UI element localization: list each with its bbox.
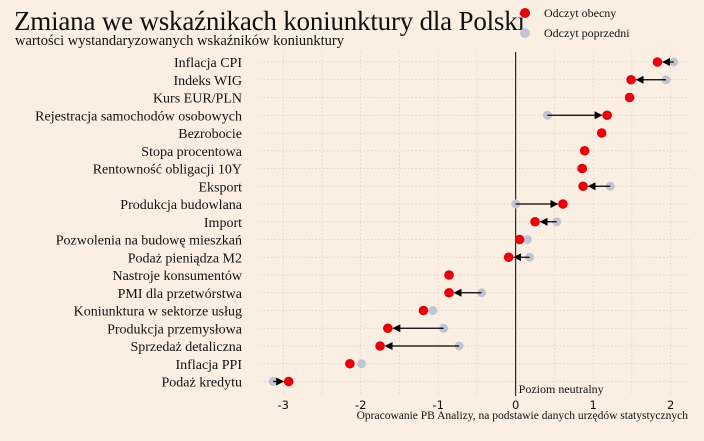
point-current: [418, 305, 429, 316]
category-label: Sprzedaż detaliczna: [130, 340, 242, 355]
category-label: Koniunktura w sektorze usług: [74, 305, 242, 320]
point-previous: [522, 235, 532, 244]
category-label: Stopa procentowa: [141, 145, 242, 160]
point-current: [626, 74, 636, 85]
point-current: [596, 128, 607, 138]
x-tick-label: -2: [355, 398, 366, 412]
legend-swatch-current: [520, 8, 530, 18]
point-current: [503, 252, 514, 263]
point-current: [444, 287, 454, 298]
category-label: Podaż pieniądza M2: [128, 251, 242, 266]
point-current: [345, 358, 355, 369]
category-label: Inflacja PPI: [176, 358, 243, 373]
category-label: Eksport: [198, 180, 242, 195]
x-axis-ticks: -3 -2 -1 0 1 2: [278, 398, 675, 412]
point-previous: [428, 306, 438, 315]
category-label: Pozwolenia na budowę mieszkań: [56, 234, 242, 249]
x-tick-label: 1: [589, 398, 596, 412]
chart-subtitle: wartości wystandaryzowanych wskaźników k…: [15, 33, 344, 49]
category-label: Podaż kredytu: [162, 376, 242, 391]
point-current: [652, 57, 663, 67]
point-current: [383, 323, 393, 334]
point-current: [602, 110, 612, 121]
point-current: [283, 376, 294, 387]
chart-title: Zmiana we wskaźnikach koniunktury dla Po…: [14, 6, 525, 36]
point-current: [577, 163, 588, 174]
point-current: [579, 145, 590, 156]
category-label: Inflacja CPI: [174, 56, 242, 71]
legend-label-current: Odczyt obecny: [544, 5, 617, 20]
category-label: Rentowność obligacji 10Y: [93, 163, 242, 178]
point-current: [375, 341, 385, 351]
category-label: Bezrobocie: [178, 127, 242, 142]
legend: Odczyt obecny Odczyt poprzedni: [520, 3, 630, 43]
source-note: Opracowanie PB Analizy, na podstawie dan…: [356, 410, 688, 422]
point-current: [624, 92, 635, 103]
data-marks: [268, 57, 679, 387]
legend-item-current: Odczyt obecny: [520, 3, 630, 23]
x-tick-label: -1: [432, 398, 443, 412]
x-tick-label: -3: [278, 398, 289, 412]
legend-label-previous: Odczyt poprzedni: [544, 25, 630, 40]
category-label: Produkcja przemysłowa: [107, 322, 243, 337]
category-label: Nastroje konsumentów: [113, 269, 243, 284]
category-label: PMI dla przetwórstwa: [118, 287, 243, 302]
reference-line-group: Poziom neutralny: [515, 52, 604, 396]
grid: [260, 52, 690, 396]
legend-swatch-previous: [520, 28, 530, 38]
point-current: [558, 199, 568, 209]
x-tick-label: 2: [667, 398, 674, 412]
category-labels: Inflacja CPI Indeks WIG Kurs EUR/PLN Rejest…: [35, 56, 243, 391]
category-label: Import: [204, 216, 242, 231]
point-current: [578, 181, 588, 192]
point-previous: [356, 359, 366, 369]
category-label: Produkcja budowlana: [120, 198, 242, 213]
neutral-line-label: Poziom neutralny: [519, 382, 604, 396]
x-tick-label: 0: [512, 398, 519, 412]
point-current: [530, 216, 540, 227]
point-current: [514, 234, 525, 245]
category-label: Kurs EUR/PLN: [153, 92, 242, 107]
legend-item-previous: Odczyt poprzedni: [520, 23, 630, 43]
category-label: Rejestracja samochodów osobowych: [35, 109, 242, 124]
point-current: [444, 270, 454, 280]
category-label: Indeks WIG: [173, 74, 242, 89]
